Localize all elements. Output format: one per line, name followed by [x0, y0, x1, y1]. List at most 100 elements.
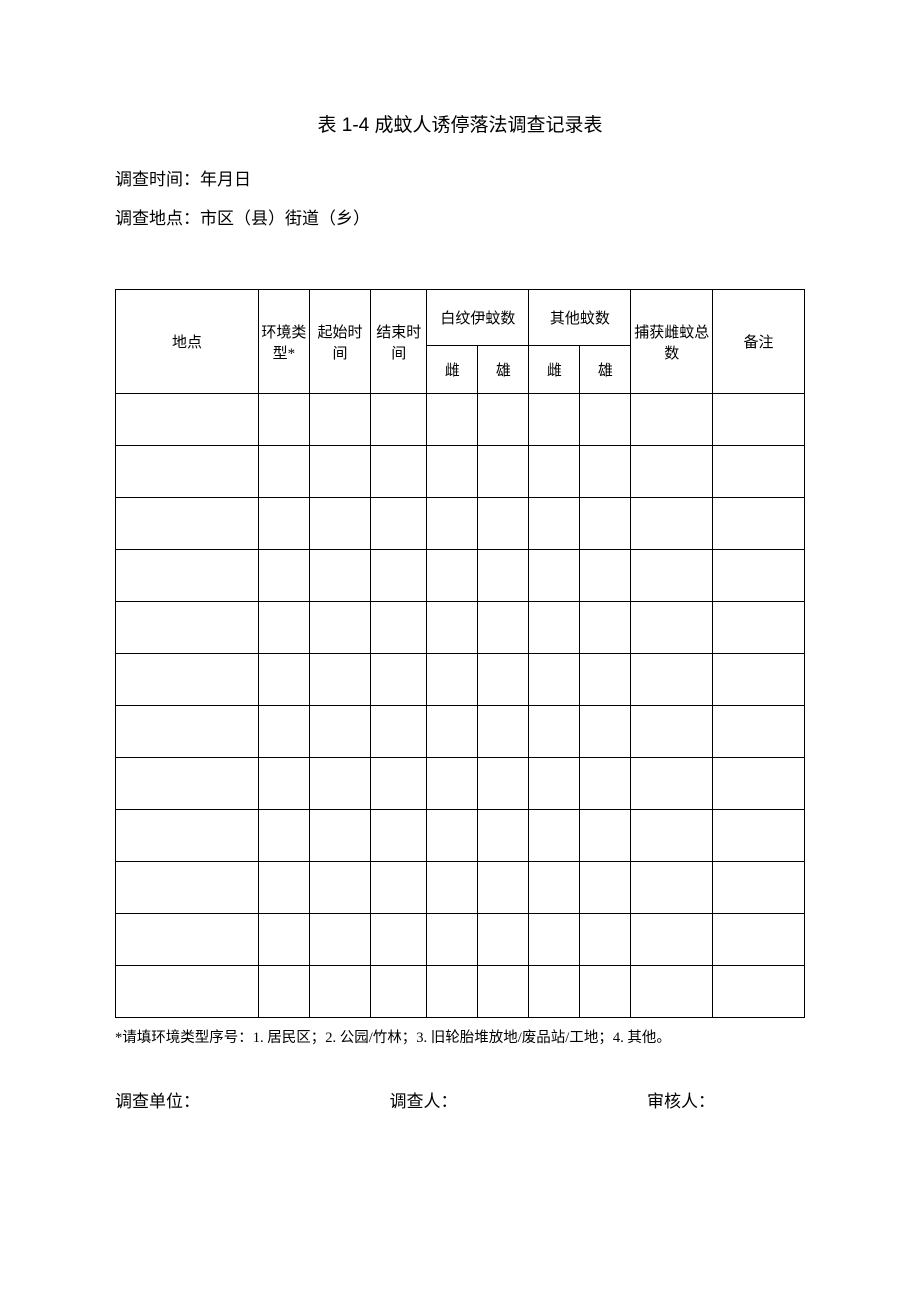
table-cell	[713, 706, 805, 758]
table-cell	[580, 602, 631, 654]
survey-table: 地点 环境类型* 起始时间 结束时间 白纹伊蚊数 其他蚊数 捕获雌蚊总数 备注 …	[115, 289, 805, 1018]
table-cell	[713, 550, 805, 602]
table-cell	[309, 602, 370, 654]
th-other-male: 雄	[580, 346, 631, 394]
table-cell	[371, 498, 427, 550]
table-row	[116, 602, 805, 654]
table-cell	[258, 810, 309, 862]
table-cell	[258, 758, 309, 810]
table-cell	[116, 394, 259, 446]
table-cell	[580, 914, 631, 966]
survey-place-label: 调查地点：市区（县）街道（乡）	[115, 204, 805, 229]
table-cell	[631, 966, 713, 1018]
table-cell	[309, 446, 370, 498]
table-cell	[116, 706, 259, 758]
table-cell	[580, 810, 631, 862]
table-cell	[478, 550, 529, 602]
table-cell	[478, 810, 529, 862]
survey-table-wrapper: 地点 环境类型* 起始时间 结束时间 白纹伊蚊数 其他蚊数 捕获雌蚊总数 备注 …	[115, 289, 805, 1018]
th-env-type: 环境类型*	[258, 290, 309, 394]
table-cell	[371, 862, 427, 914]
table-cell	[309, 654, 370, 706]
th-aedes-female: 雌	[427, 346, 478, 394]
table-cell	[371, 446, 427, 498]
table-cell	[116, 810, 259, 862]
table-cell	[309, 706, 370, 758]
table-cell	[529, 550, 580, 602]
table-cell	[478, 758, 529, 810]
table-cell	[371, 394, 427, 446]
table-cell	[631, 654, 713, 706]
table-cell	[116, 498, 259, 550]
table-cell	[580, 550, 631, 602]
table-cell	[116, 914, 259, 966]
table-cell	[713, 914, 805, 966]
table-cell	[478, 446, 529, 498]
table-cell	[478, 394, 529, 446]
table-cell	[580, 498, 631, 550]
table-cell	[580, 394, 631, 446]
table-cell	[258, 550, 309, 602]
table-cell	[529, 654, 580, 706]
th-other-group: 其他蚊数	[529, 290, 631, 346]
table-cell	[713, 758, 805, 810]
table-cell	[529, 966, 580, 1018]
table-row	[116, 654, 805, 706]
table-cell	[580, 862, 631, 914]
table-cell	[371, 550, 427, 602]
table-cell	[427, 446, 478, 498]
survey-unit-label: 调查单位：	[115, 1087, 200, 1112]
env-type-footnote: *请填环境类型序号：1. 居民区；2. 公园/竹林；3. 旧轮胎堆放地/废品站/…	[115, 1026, 805, 1047]
th-aedes-male: 雄	[478, 346, 529, 394]
table-cell	[529, 498, 580, 550]
table-cell	[631, 550, 713, 602]
table-cell	[631, 446, 713, 498]
table-cell	[529, 446, 580, 498]
table-row	[116, 966, 805, 1018]
th-location: 地点	[116, 290, 259, 394]
table-cell	[116, 758, 259, 810]
table-cell	[631, 602, 713, 654]
table-cell	[116, 862, 259, 914]
table-cell	[258, 602, 309, 654]
table-cell	[631, 862, 713, 914]
survey-time-label: 调查时间：年月日	[115, 165, 805, 190]
table-cell	[580, 758, 631, 810]
table-cell	[478, 602, 529, 654]
table-row	[116, 446, 805, 498]
table-cell	[371, 914, 427, 966]
table-cell	[427, 966, 478, 1018]
table-cell	[713, 862, 805, 914]
table-cell	[529, 914, 580, 966]
table-cell	[309, 498, 370, 550]
table-cell	[258, 706, 309, 758]
table-cell	[427, 654, 478, 706]
table-row	[116, 914, 805, 966]
th-remark: 备注	[713, 290, 805, 394]
table-cell	[580, 446, 631, 498]
table-cell	[116, 966, 259, 1018]
table-cell	[713, 810, 805, 862]
survey-table-body	[116, 394, 805, 1018]
th-start-time: 起始时间	[309, 290, 370, 394]
table-cell	[478, 862, 529, 914]
table-cell	[371, 602, 427, 654]
table-cell	[258, 914, 309, 966]
th-total-female: 捕获雌蚊总数	[631, 290, 713, 394]
table-cell	[427, 602, 478, 654]
table-cell	[713, 602, 805, 654]
table-cell	[529, 394, 580, 446]
table-cell	[258, 446, 309, 498]
table-cell	[580, 706, 631, 758]
table-cell	[258, 966, 309, 1018]
table-cell	[309, 550, 370, 602]
table-cell	[258, 654, 309, 706]
table-cell	[713, 966, 805, 1018]
th-other-female: 雌	[529, 346, 580, 394]
th-end-time: 结束时间	[371, 290, 427, 394]
table-cell	[631, 810, 713, 862]
table-cell	[631, 706, 713, 758]
table-cell	[116, 654, 259, 706]
table-cell	[427, 862, 478, 914]
th-aedes-group: 白纹伊蚊数	[427, 290, 529, 346]
